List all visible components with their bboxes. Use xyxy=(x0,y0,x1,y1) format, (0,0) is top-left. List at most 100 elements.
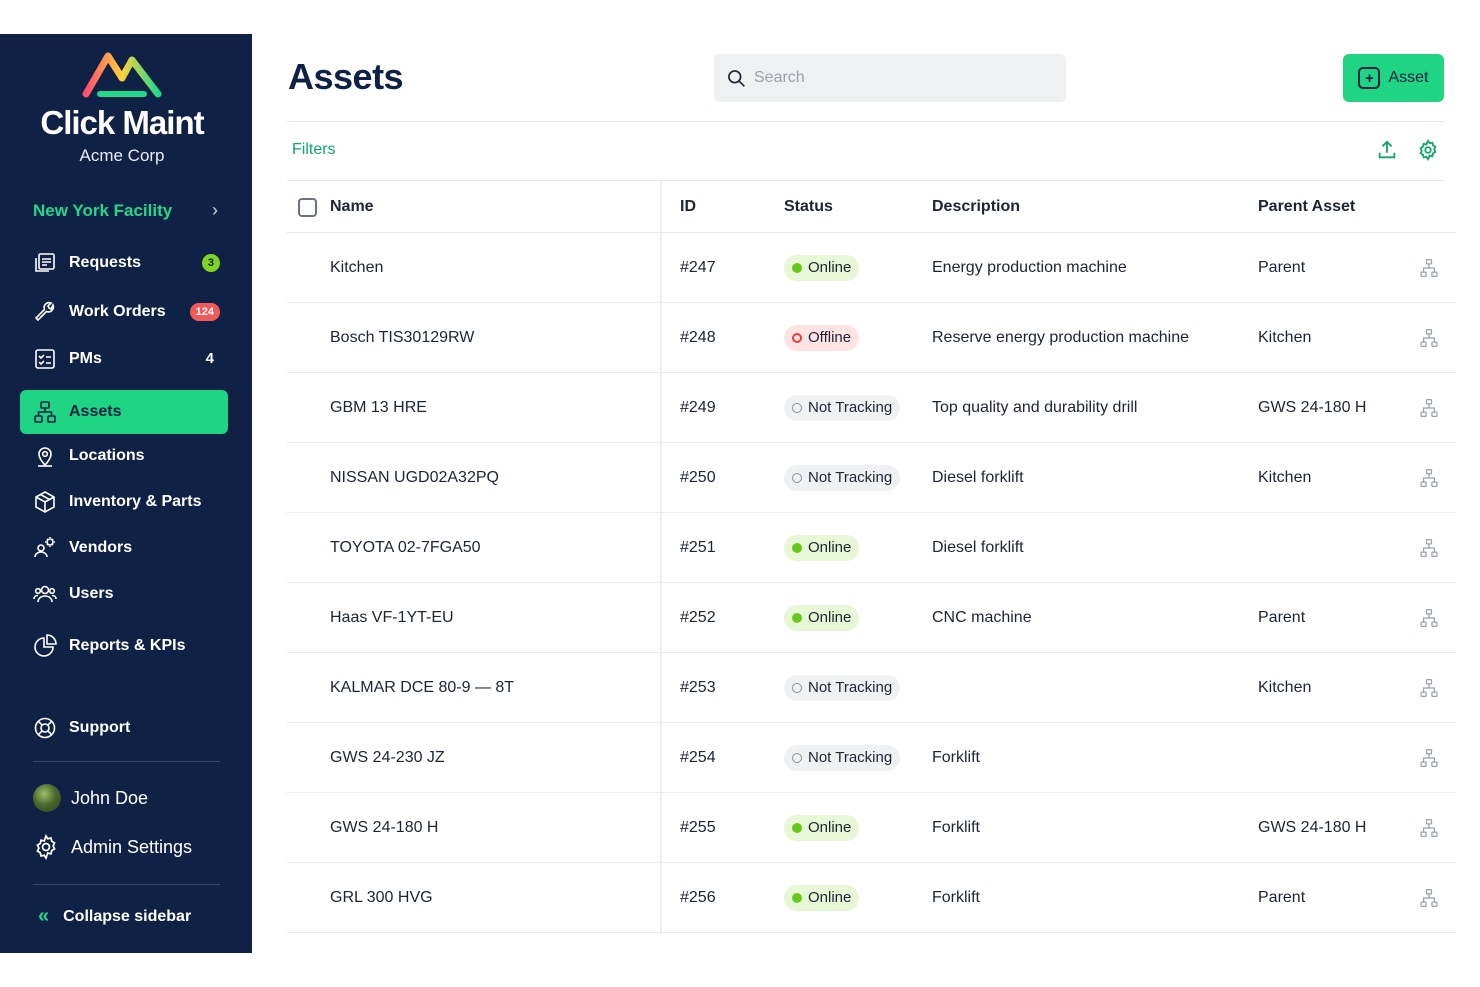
parent-asset[interactable]: Parent xyxy=(1258,888,1306,906)
parent-asset[interactable]: Kitchen xyxy=(1258,468,1312,486)
asset-name[interactable]: GWS 24-230 JZ xyxy=(330,748,445,766)
settings-gear-icon[interactable] xyxy=(1417,139,1439,161)
status-badge: Online xyxy=(784,604,860,631)
asset-name[interactable]: Kitchen xyxy=(330,258,384,276)
brand-name: Click Maint xyxy=(40,104,204,141)
status-label: Not Tracking xyxy=(808,399,893,416)
table-row[interactable]: NISSAN UGD02A32PQ #250 Not Tracking Diesel … xyxy=(287,443,1456,513)
hierarchy-icon[interactable] xyxy=(1419,443,1439,512)
table-row[interactable]: Bosch TIS30129RW #248 Offline Reserve energ… xyxy=(287,303,1456,373)
status-cell: Not Tracking xyxy=(784,443,901,512)
status-label: Offline xyxy=(808,329,852,346)
hierarchy-icon[interactable] xyxy=(1419,653,1439,722)
select-all-checkbox[interactable] xyxy=(298,182,317,232)
sidebar-item-label: Requests xyxy=(69,254,142,271)
status-label: Not Tracking xyxy=(808,469,893,486)
admin-settings-link[interactable]: Admin Settings xyxy=(33,834,192,860)
status-badge: Online xyxy=(784,814,860,841)
parent-asset[interactable]: Parent xyxy=(1258,608,1306,626)
asset-name[interactable]: KALMAR DCE 80-9 — 8T xyxy=(330,678,515,696)
search-bar[interactable] xyxy=(714,54,1066,102)
asset-name[interactable]: Haas VF-1YT-EU xyxy=(330,608,454,626)
user-profile[interactable]: John Doe xyxy=(33,784,148,812)
asset-description: Forklift xyxy=(932,888,980,906)
column-header-name[interactable]: Name xyxy=(330,198,374,215)
asset-name[interactable]: GRL 300 HVG xyxy=(330,888,433,906)
parent-asset[interactable]: Kitchen xyxy=(1258,678,1312,696)
search-input[interactable] xyxy=(754,69,1044,87)
parent-asset[interactable]: GWS 24-180 H xyxy=(1258,818,1367,836)
sidebar-item-locations[interactable]: Locations xyxy=(20,435,228,477)
checklist-icon xyxy=(32,346,58,372)
hierarchy-icon[interactable] xyxy=(1419,583,1439,652)
export-icon[interactable] xyxy=(1376,139,1398,161)
parent-asset[interactable]: GWS 24-180 H xyxy=(1258,398,1367,416)
table-row[interactable]: Kitchen #247 Online Energy production machi… xyxy=(287,233,1456,303)
sidebar-item-work-orders[interactable]: Work Orders 124 xyxy=(20,291,228,333)
column-header-status[interactable]: Status xyxy=(784,198,833,215)
add-asset-button[interactable]: + Asset xyxy=(1343,54,1444,102)
asset-description: CNC machine xyxy=(932,608,1032,626)
status-badge: Not Tracking xyxy=(784,394,901,421)
requests-count-badge: 3 xyxy=(201,254,220,272)
status-cell: Not Tracking xyxy=(784,653,901,722)
asset-name[interactable]: GWS 24-180 H xyxy=(330,818,439,836)
table-row[interactable]: KALMAR DCE 80-9 — 8T #253 Not Tracking Kitc… xyxy=(287,653,1456,723)
asset-id: #249 xyxy=(680,398,716,416)
collapse-sidebar-button[interactable]: « Collapse sidebar xyxy=(38,905,191,928)
header-divider xyxy=(287,121,1444,122)
location-pin-icon xyxy=(32,443,58,469)
users-icon xyxy=(32,581,58,607)
facility-selector[interactable]: New York Facility › xyxy=(33,200,218,221)
status-dot-icon xyxy=(792,402,802,413)
status-label: Online xyxy=(808,609,852,626)
hierarchy-icon[interactable] xyxy=(1419,303,1439,372)
sidebar-item-label: Locations xyxy=(69,447,145,464)
sidebar: Click Maint Acme Corp New York Facility … xyxy=(0,34,252,953)
column-header-description[interactable]: Description xyxy=(932,198,1021,215)
table-row[interactable]: TOYOTA 02-7FGA50 #251 Online Diesel forklif… xyxy=(287,513,1456,583)
sidebar-item-label: Reports & KPIs xyxy=(69,637,186,654)
hierarchy-icon[interactable] xyxy=(1419,863,1439,932)
filters-button[interactable]: Filters xyxy=(292,141,336,158)
hierarchy-icon[interactable] xyxy=(1419,233,1439,302)
column-header-parent-asset[interactable]: Parent Asset xyxy=(1258,198,1356,215)
hierarchy-icon[interactable] xyxy=(1419,723,1439,792)
table-row[interactable]: GBM 13 HRE #249 Not Tracking Top quality an… xyxy=(287,373,1456,443)
sidebar-item-pms[interactable]: PMs 4 xyxy=(20,338,228,380)
table-row[interactable]: GRL 300 HVG #256 Online Forklift Parent xyxy=(287,863,1456,933)
sidebar-divider xyxy=(33,884,220,885)
status-dot-icon xyxy=(792,612,802,623)
parent-asset[interactable]: Parent xyxy=(1258,258,1306,276)
sidebar-item-users[interactable]: Users xyxy=(20,573,228,615)
sidebar-item-assets[interactable]: Assets xyxy=(20,390,228,434)
parent-asset[interactable]: Kitchen xyxy=(1258,328,1312,346)
click-maint-logo-icon xyxy=(82,52,162,98)
asset-name[interactable]: GBM 13 HRE xyxy=(330,398,427,416)
sidebar-item-inventory-parts[interactable]: Inventory & Parts xyxy=(20,481,228,523)
status-label: Not Tracking xyxy=(808,679,893,696)
asset-id: #251 xyxy=(680,538,716,556)
hierarchy-icon[interactable] xyxy=(1419,373,1439,442)
sidebar-item-reports-kpis[interactable]: Reports & KPIs xyxy=(20,625,228,667)
status-dot-icon xyxy=(792,682,802,693)
asset-id: #250 xyxy=(680,468,716,486)
asset-name[interactable]: NISSAN UGD02A32PQ xyxy=(330,468,499,486)
column-divider xyxy=(660,182,662,934)
asset-name[interactable]: Bosch TIS30129RW xyxy=(330,328,475,346)
sidebar-item-label: Vendors xyxy=(69,539,133,556)
table-row[interactable]: GWS 24-180 H #255 Online Forklift GWS 24-180… xyxy=(287,793,1456,863)
sidebar-item-support[interactable]: Support xyxy=(20,707,228,749)
table-row[interactable]: Haas VF-1YT-EU #252 Online CNC machine Paren… xyxy=(287,583,1456,653)
sidebar-item-requests[interactable]: Requests 3 xyxy=(20,242,228,284)
status-dot-icon xyxy=(792,752,802,763)
sidebar-item-vendors[interactable]: Vendors xyxy=(20,527,228,569)
status-cell: Not Tracking xyxy=(784,723,901,792)
avatar xyxy=(33,784,61,812)
column-header-id[interactable]: ID xyxy=(680,198,696,215)
hierarchy-icon[interactable] xyxy=(1419,793,1439,862)
asset-name[interactable]: TOYOTA 02-7FGA50 xyxy=(330,538,481,556)
hierarchy-icon[interactable] xyxy=(1419,513,1439,582)
table-row[interactable]: GWS 24-230 JZ #254 Not Tracking Forklift xyxy=(287,723,1456,793)
search-icon xyxy=(726,68,746,88)
